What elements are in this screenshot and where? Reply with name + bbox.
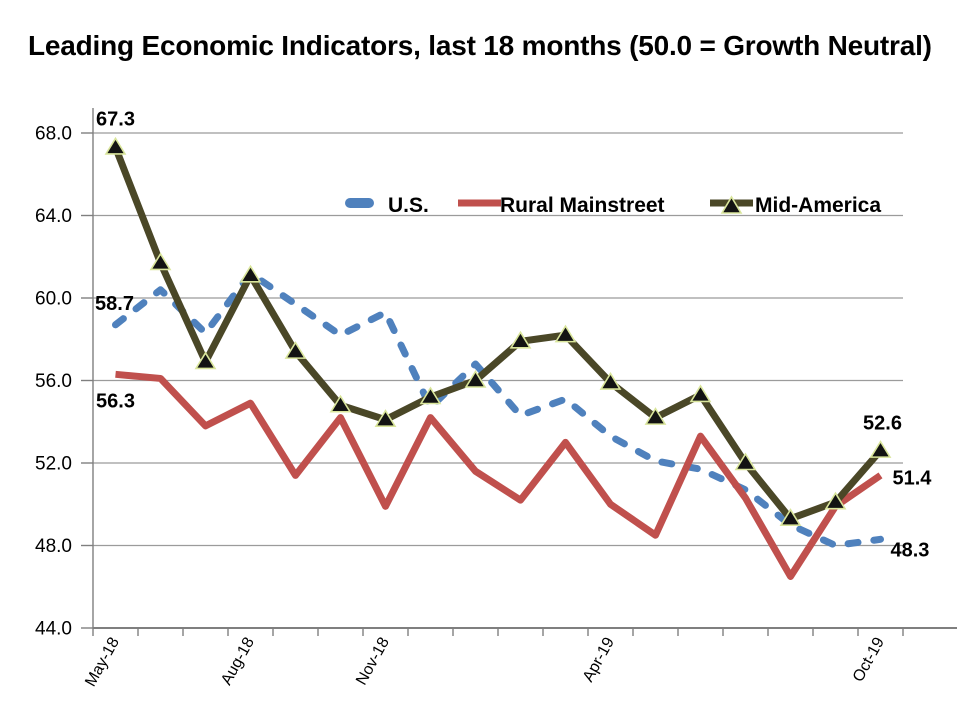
- triangle-marker: [824, 491, 847, 510]
- legend-dash-marker: [345, 198, 374, 208]
- y-tick-label: 64.0: [35, 206, 72, 227]
- legend-triangle-marker: [720, 195, 743, 214]
- triangle-marker: [149, 252, 172, 271]
- x-tick-label: May-18: [82, 635, 123, 690]
- y-tick-label: 60.0: [35, 289, 72, 310]
- legend-item-mid-america: Mid-America: [710, 194, 881, 217]
- x-tick-label: Nov-18: [353, 635, 393, 688]
- triangle-marker: [419, 386, 442, 405]
- point-label: 51.4: [893, 467, 933, 489]
- legend-line-marker: [458, 199, 501, 207]
- y-tick-label: 68.0: [35, 124, 72, 145]
- series-mid-america: [104, 136, 892, 526]
- triangle-marker: [734, 452, 757, 471]
- triangle-marker: [599, 372, 622, 390]
- point-label: 52.6: [863, 413, 902, 435]
- point-label: 58.7: [95, 293, 134, 315]
- triangle-marker: [329, 394, 352, 413]
- point-label: 67.3: [96, 108, 135, 130]
- legend: U.S. Rural Mainstreet Mid-America: [345, 194, 881, 217]
- x-tick-label: Oct-19: [850, 635, 888, 685]
- y-tick-label: 48.0: [35, 536, 72, 557]
- point-label: 56.3: [96, 390, 135, 412]
- triangle-marker: [239, 264, 262, 283]
- legend-label: Mid-America: [755, 194, 881, 217]
- triangle-marker: [104, 136, 127, 155]
- x-tick-label: Aug-18: [218, 635, 258, 688]
- y-tick-label: 56.0: [35, 371, 72, 392]
- series-rural-mainstreet: [115, 370, 883, 580]
- series-mid-america-line: [112, 146, 884, 523]
- triangle-marker: [869, 440, 892, 458]
- triangle-marker: [509, 330, 532, 349]
- y-tick-label: 52.0: [35, 454, 72, 475]
- point-label: 48.3: [891, 539, 930, 561]
- x-tick-label: Apr-19: [580, 635, 618, 685]
- chart-title: Leading Economic Indicators, last 18 mon…: [28, 30, 932, 61]
- triangle-marker: [194, 351, 217, 370]
- triangle-marker: [374, 409, 397, 427]
- triangle-marker: [644, 407, 667, 425]
- y-tick-label: 44.0: [35, 619, 72, 640]
- legend-item-rural-mainstreet: Rural Mainstreet: [458, 194, 665, 217]
- series-rural-mainstreet-line: [115, 370, 883, 580]
- legend-item-us: U.S.: [345, 194, 429, 217]
- triangle-marker: [284, 341, 307, 359]
- legend-label: U.S.: [388, 194, 429, 217]
- triangle-marker: [779, 508, 802, 526]
- point-labels: 67.3 58.7 56.3 52.6 51.4 48.3: [95, 108, 932, 561]
- triangle-marker: [689, 384, 712, 403]
- triangle-marker: [554, 324, 577, 343]
- triangle-marker: [464, 369, 487, 388]
- legend-label: Rural Mainstreet: [500, 194, 665, 217]
